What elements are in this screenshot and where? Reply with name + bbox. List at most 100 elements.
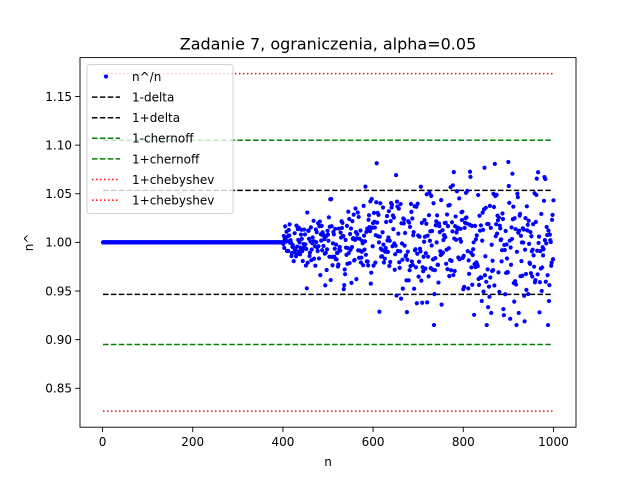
scatter-point xyxy=(494,231,500,236)
scatter-point xyxy=(471,312,477,317)
scatter-point xyxy=(467,271,472,276)
y-axis-label: n^ xyxy=(22,234,36,252)
y-tick-label: 1.10 xyxy=(45,138,72,152)
scatter-point xyxy=(447,202,452,208)
scatter-point xyxy=(513,282,519,287)
scatter-point xyxy=(309,247,314,252)
scatter-point xyxy=(423,266,428,271)
scatter-point xyxy=(439,302,444,307)
scatter-point xyxy=(476,192,481,198)
scatter-point xyxy=(426,274,431,279)
scatter-point xyxy=(336,262,341,267)
scatter-point xyxy=(485,305,491,310)
scatter-point xyxy=(480,238,485,243)
scatter-point xyxy=(550,217,555,222)
scatter-point xyxy=(381,242,386,247)
scatter-point xyxy=(334,257,339,262)
scatter-point xyxy=(525,228,530,233)
y-tick-label: 1.05 xyxy=(45,187,72,201)
scatter-point xyxy=(531,264,537,269)
scatter-point xyxy=(429,193,434,198)
scatter-point xyxy=(457,196,462,201)
scatter-point xyxy=(489,310,494,316)
scatter-point xyxy=(415,201,420,206)
scatter-point xyxy=(319,223,324,228)
scatter-point xyxy=(511,204,516,209)
scatter-point xyxy=(358,228,363,233)
scatter-point xyxy=(527,241,532,246)
scatter-point xyxy=(402,243,407,248)
scatter-point xyxy=(323,283,328,288)
scatter-point xyxy=(340,220,345,225)
scatter-point xyxy=(326,238,331,243)
scatter-point xyxy=(338,230,343,235)
scatter-point xyxy=(377,309,382,314)
scatter-point xyxy=(506,159,511,165)
scatter-point xyxy=(333,226,338,231)
scatter-point xyxy=(402,217,407,222)
scatter-point xyxy=(474,233,479,238)
scatter-point xyxy=(460,209,465,214)
scatter-point xyxy=(281,241,286,247)
scatter-point xyxy=(482,273,488,278)
scatter-point xyxy=(365,259,370,264)
scatter-point xyxy=(477,213,482,218)
scatter-point xyxy=(348,226,354,231)
scatter-point xyxy=(443,234,448,240)
scatter-point xyxy=(548,239,553,245)
scatter-point xyxy=(325,228,330,233)
scatter-point xyxy=(528,229,533,235)
scatter-point xyxy=(323,250,328,256)
scatter-point xyxy=(522,319,527,324)
legend-marker xyxy=(103,74,109,79)
scatter-point xyxy=(353,206,358,211)
scatter-point xyxy=(501,313,506,318)
scatter-point xyxy=(500,216,506,222)
scatter-point xyxy=(381,260,387,265)
scatter-point xyxy=(397,260,402,265)
scatter-point xyxy=(330,263,335,268)
scatter-point xyxy=(422,217,427,223)
scatter-point xyxy=(328,277,333,283)
scatter-point xyxy=(297,240,302,245)
scatter-point xyxy=(426,213,432,218)
scatter-point xyxy=(336,226,341,231)
scatter-point xyxy=(449,268,454,273)
scatter-point xyxy=(366,213,372,218)
scatter-point xyxy=(359,255,364,260)
scatter-point xyxy=(380,230,385,235)
scatter-point xyxy=(406,278,411,283)
scatter-point xyxy=(409,209,414,215)
scatter-point xyxy=(412,286,417,291)
scatter-point xyxy=(481,227,486,232)
scatter-point xyxy=(451,170,456,175)
scatter-point xyxy=(536,240,541,246)
scatter-point xyxy=(393,243,398,248)
scatter-point xyxy=(343,237,348,242)
scatter-point xyxy=(470,282,475,287)
scatter-point xyxy=(535,272,540,277)
scatter-point xyxy=(489,242,494,247)
scatter-point xyxy=(537,310,542,315)
scatter-point xyxy=(311,256,317,261)
scatter-point xyxy=(434,240,439,245)
scatter-point xyxy=(462,284,467,289)
scatter-point xyxy=(545,273,550,278)
scatter-point xyxy=(444,212,450,217)
scatter-point xyxy=(435,262,441,268)
scatter-point xyxy=(378,201,383,206)
scatter-point xyxy=(526,218,531,223)
scatter-point xyxy=(521,240,526,245)
scatter-point xyxy=(400,286,405,291)
scatter-point xyxy=(466,286,471,291)
scatter-point xyxy=(404,310,410,315)
scatter-point xyxy=(341,286,346,292)
legend-label: 1+delta xyxy=(132,111,180,125)
scatter-point xyxy=(423,251,428,256)
scatter-point xyxy=(416,274,421,279)
scatter-point xyxy=(504,242,509,247)
chart-title: Zadanie 7, ograniczenia, alpha=0.05 xyxy=(180,35,477,54)
x-axis-ticks: 0 200 400 600 800 1000 xyxy=(99,427,569,449)
scatter-point xyxy=(405,249,410,254)
